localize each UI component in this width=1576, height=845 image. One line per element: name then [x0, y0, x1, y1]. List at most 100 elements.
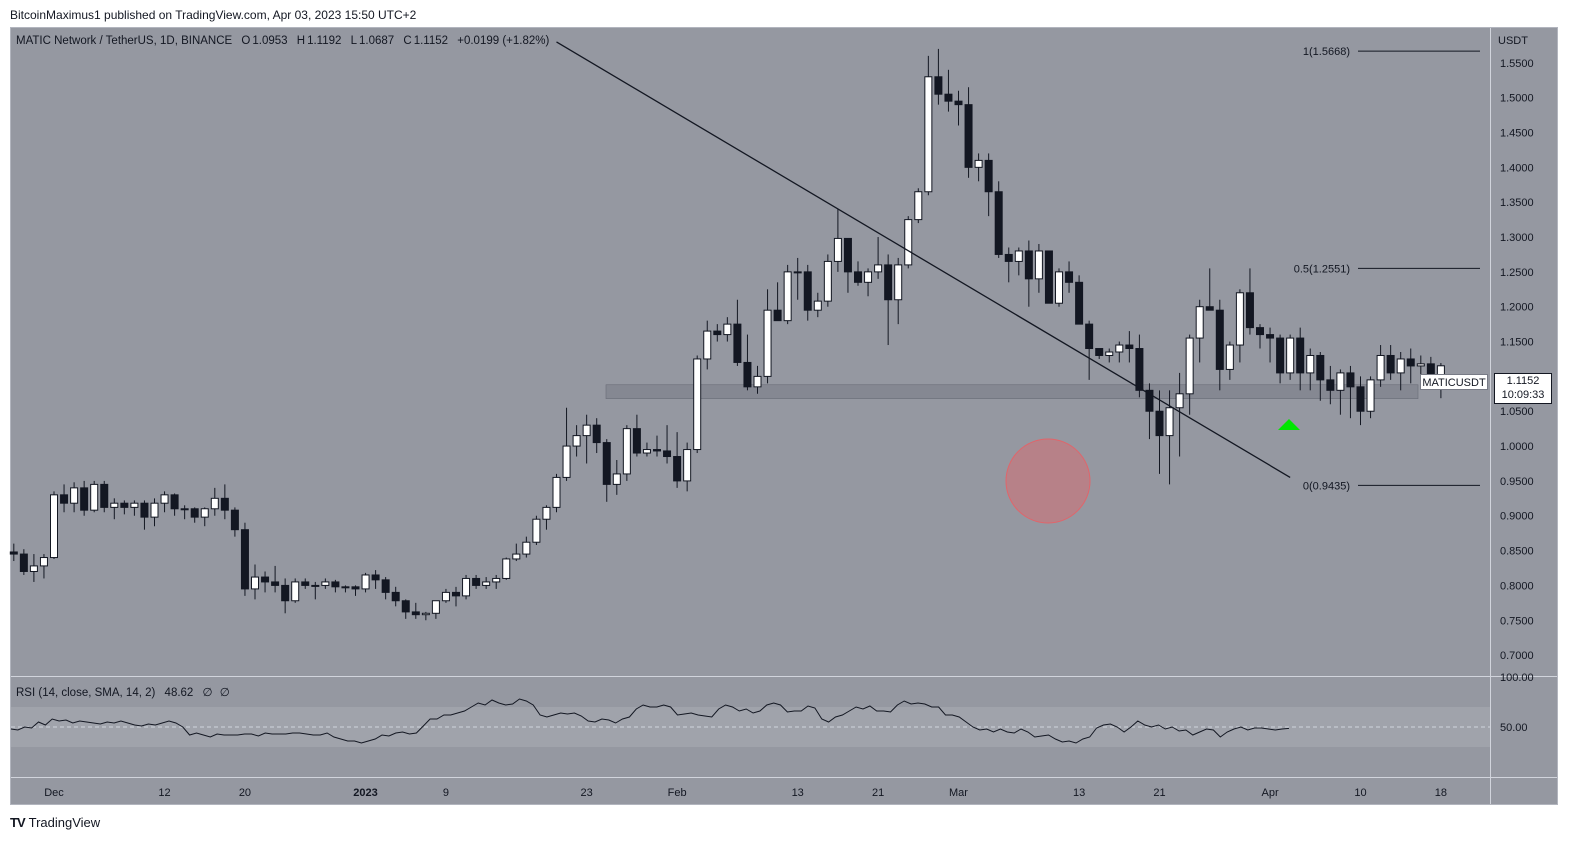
price-tick-label: 1.5000	[1500, 93, 1534, 105]
candle-body	[240, 529, 249, 590]
candle-body	[833, 237, 842, 262]
high-label: H	[296, 35, 306, 47]
candle-body	[703, 330, 712, 360]
candle-body	[1256, 327, 1264, 336]
price-tick-label: 1.3500	[1500, 197, 1534, 209]
candle-body	[622, 428, 631, 475]
candle-body	[1155, 410, 1164, 437]
candle-body	[220, 497, 229, 511]
candle-body	[743, 361, 752, 388]
close-label: C	[403, 35, 412, 47]
candle-body	[944, 93, 953, 102]
candle-body	[1346, 372, 1355, 388]
candle-body	[954, 100, 963, 106]
open-value: 1.0953	[252, 35, 288, 47]
candle-body	[321, 581, 330, 586]
candle-body	[60, 494, 69, 504]
time-axis-labels: Dec 12 20 2023 9 23 Feb 13 21 Mar 13 21 Apr 10 18	[44, 787, 1447, 799]
candle-body	[693, 358, 702, 451]
candle-body	[441, 591, 450, 602]
candle-body	[683, 449, 692, 482]
candle-body	[1105, 351, 1114, 356]
candle-body	[673, 456, 682, 482]
candle-body	[632, 428, 641, 454]
descending-trendline	[556, 41, 1291, 478]
candle-body	[1185, 337, 1194, 395]
candle-body	[150, 502, 159, 518]
candle-body	[984, 159, 993, 193]
candle-body	[291, 581, 300, 602]
price-pane-background	[11, 28, 1490, 676]
price-tick-label: 0.8000	[1500, 580, 1534, 592]
candle-body	[210, 497, 219, 510]
candle-body	[1145, 389, 1154, 412]
candle-body	[1366, 379, 1375, 412]
candle-body	[884, 264, 893, 301]
candle-body	[19, 553, 28, 572]
candle-body	[351, 586, 360, 590]
candle-body	[874, 264, 883, 273]
candle-body	[1195, 306, 1204, 339]
time-tick-label: 9	[443, 787, 449, 799]
low-value: 1.0687	[359, 35, 395, 47]
candle-body	[1075, 281, 1084, 325]
rsi-header: RSI (14, close, SMA, 14, 2) 48.62 ∅ ∅	[16, 685, 230, 699]
price-tick-label: 1.2500	[1500, 267, 1534, 279]
candle-body	[1004, 253, 1013, 262]
candle-body	[482, 581, 491, 586]
candle-body	[200, 508, 209, 518]
candle-body	[843, 237, 852, 273]
candle-body	[713, 330, 722, 336]
tradingview-logo-icon: TV	[10, 815, 26, 830]
candle-body	[924, 76, 933, 193]
support-zone-layer	[605, 384, 1419, 399]
candle-body	[311, 584, 320, 587]
time-tick-label: 20	[239, 787, 251, 799]
fib-level-label: 0(0.9435)	[1303, 480, 1350, 492]
candle-body	[763, 309, 772, 377]
rsi-line	[10, 698, 1290, 744]
price-axis-labels: 1.5500 1.5000 1.4500 1.4000 1.3500 1.3000 1.25…	[1500, 58, 1534, 662]
candle-body	[341, 586, 350, 589]
price-tick-label: 1.1500	[1500, 337, 1534, 349]
rsi-band	[11, 707, 1490, 747]
candle-body	[1135, 348, 1144, 391]
fib-level-label: 0.5(1.2551)	[1294, 263, 1350, 275]
candle-body	[512, 553, 521, 560]
candle-body	[1115, 344, 1124, 353]
candle-body	[1024, 250, 1033, 280]
change-value: +0.0199 (+1.82%)	[457, 35, 550, 47]
candle-body	[110, 502, 119, 508]
low-label: L	[350, 35, 358, 47]
rsi-layer: 100.00 50.00	[10, 672, 1534, 747]
candle-body	[894, 264, 903, 301]
candle-body	[331, 581, 340, 588]
candle-body	[170, 494, 179, 510]
price-tick-label: 1.0500	[1500, 406, 1534, 418]
time-tick-label: 23	[581, 787, 593, 799]
time-tick-label: 21	[872, 787, 884, 799]
candle-body	[723, 323, 732, 336]
candle-body	[140, 502, 149, 518]
candle-body	[783, 271, 792, 322]
publisher-caption: BitcoinMaximus1 published on TradingView…	[10, 8, 417, 22]
annotation-layer	[1005, 419, 1300, 524]
price-tick-label: 0.7000	[1500, 650, 1534, 662]
footer-brand[interactable]: TV TradingView	[10, 815, 100, 830]
candle-body	[994, 191, 1003, 255]
price-tick-label: 1.3000	[1500, 232, 1534, 244]
candle-body	[1065, 271, 1074, 283]
candle-body	[854, 271, 862, 283]
rsi-tick-label: 50.00	[1500, 722, 1528, 734]
time-tick-label: 13	[792, 787, 804, 799]
last-price: 1.1152	[1506, 375, 1540, 387]
candle-body	[120, 502, 129, 508]
candle-body	[1245, 292, 1254, 329]
candle-body	[421, 612, 430, 616]
rsi-extra-2: ∅	[219, 687, 230, 699]
candle-body	[492, 577, 501, 583]
time-tick-label: 2023	[353, 787, 377, 799]
price-tick-label: 1.4500	[1500, 128, 1534, 140]
